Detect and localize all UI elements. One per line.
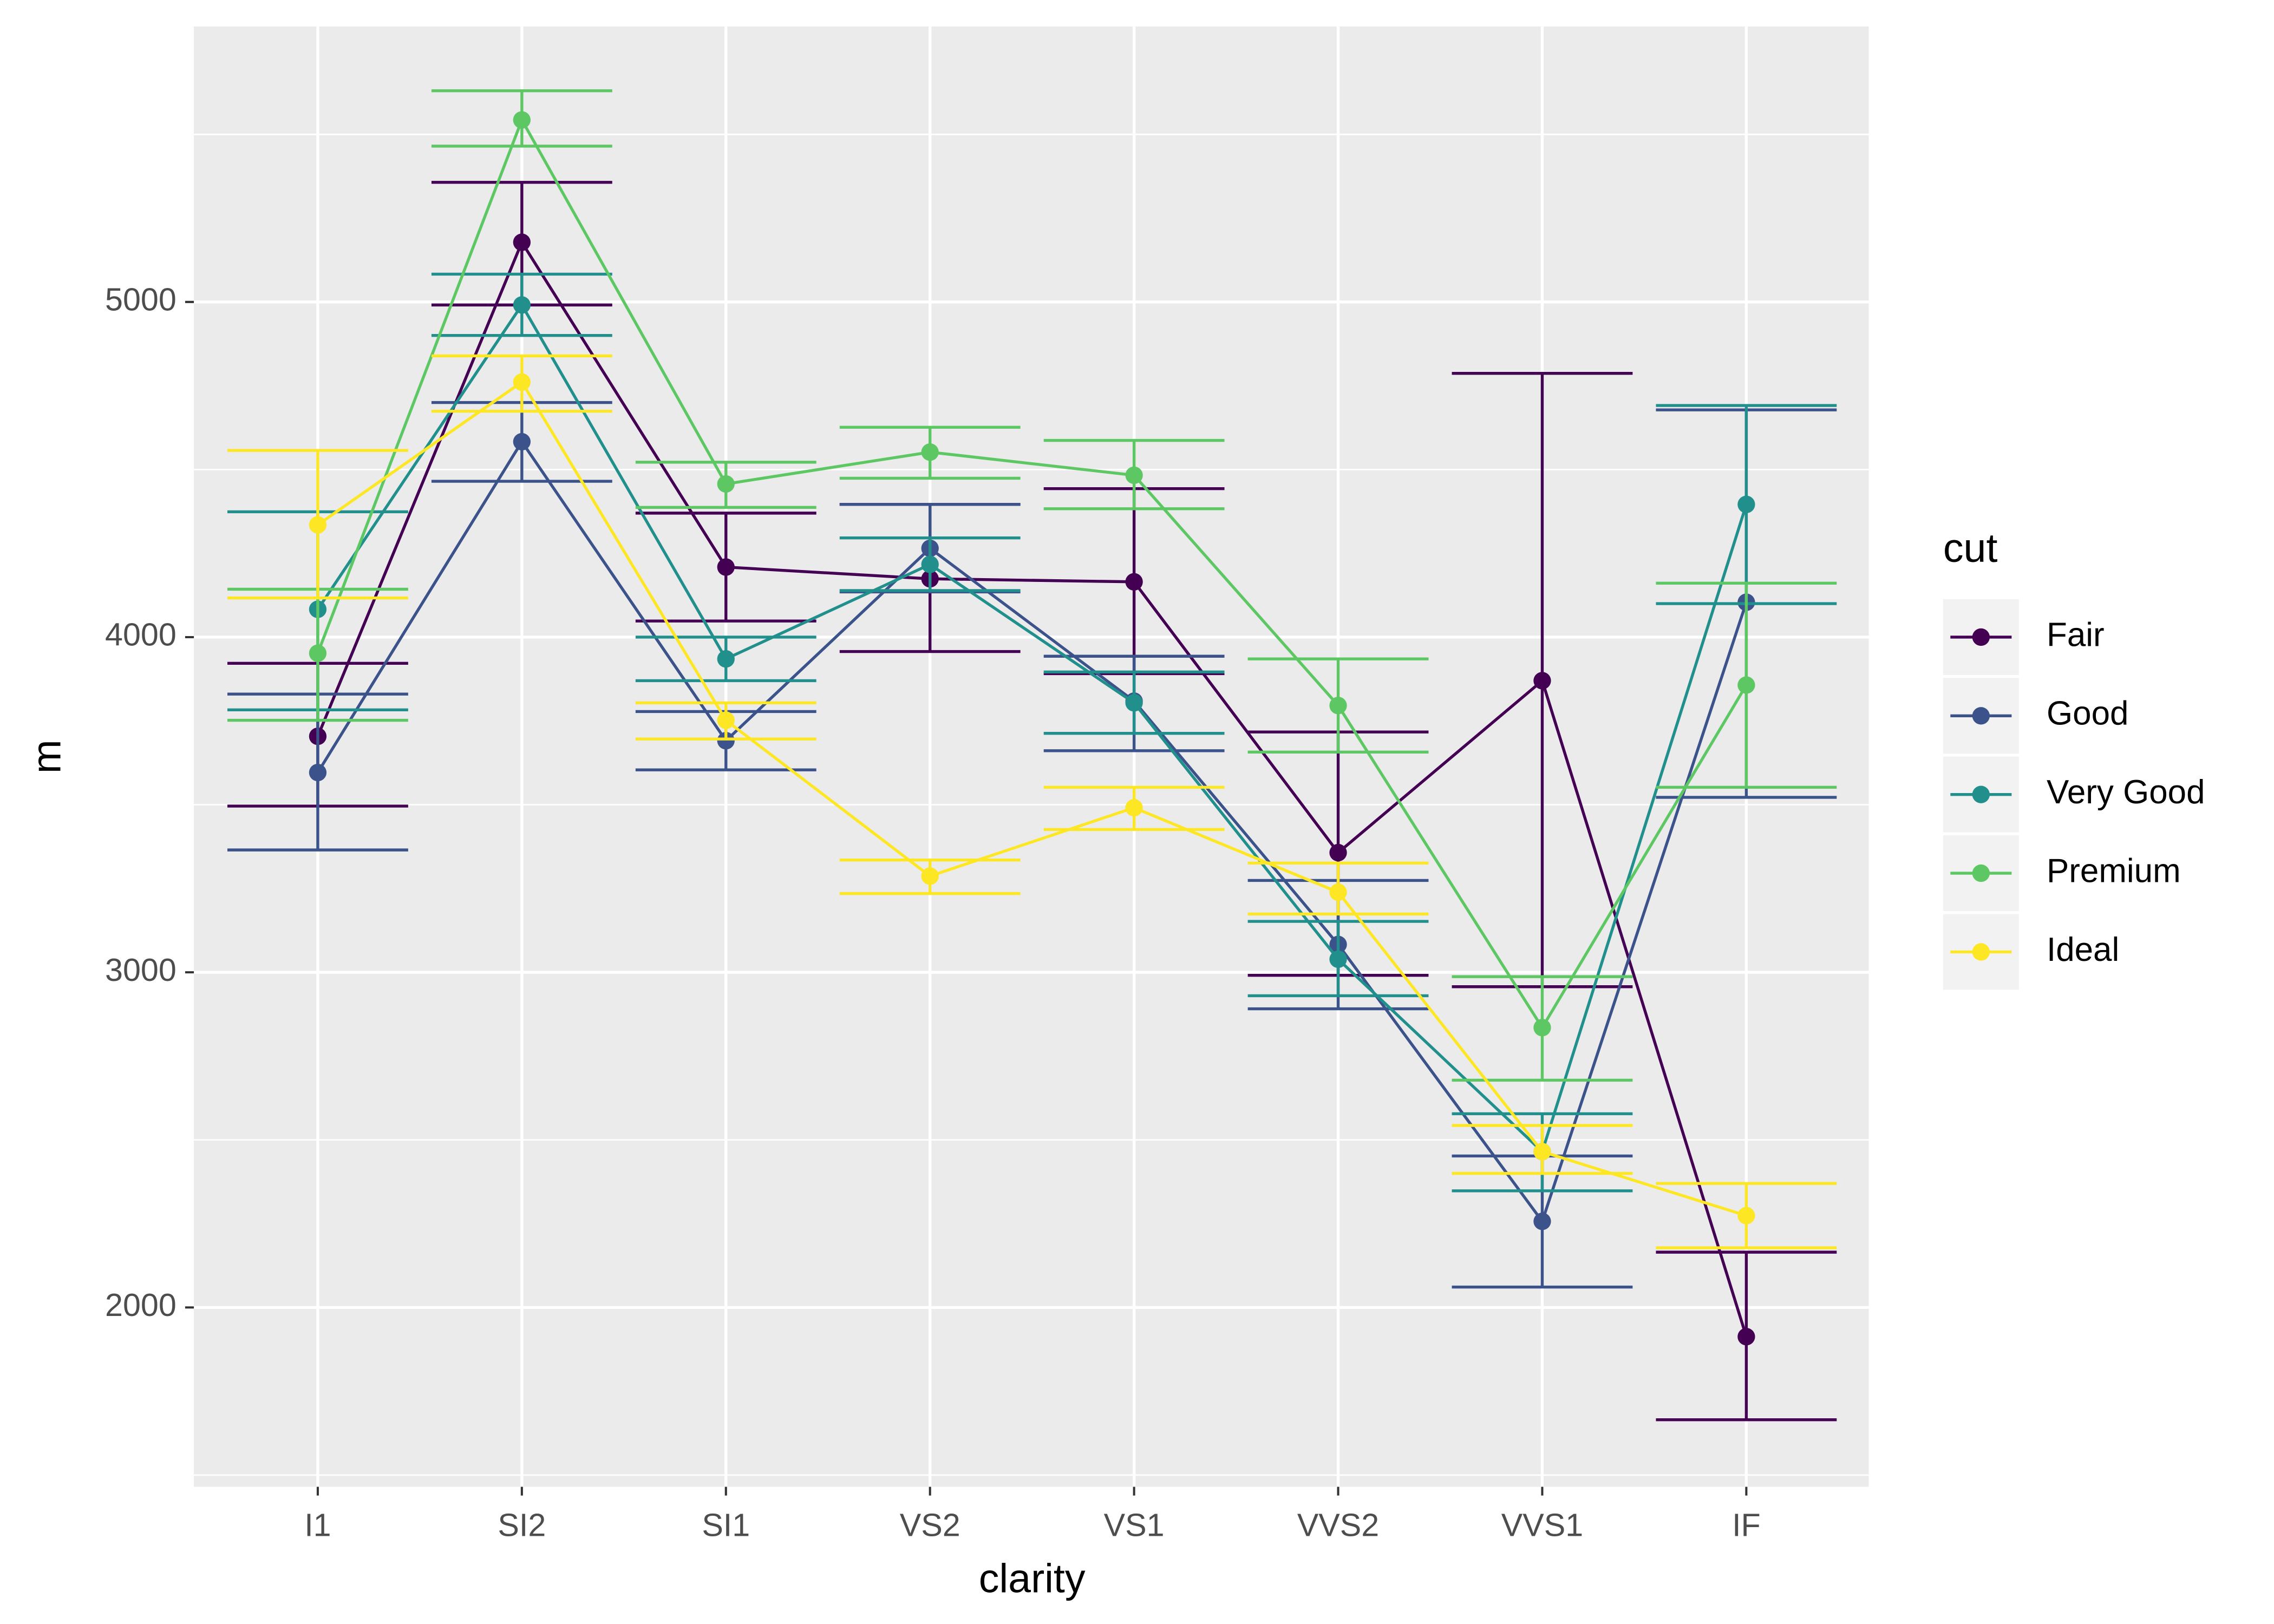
point bbox=[1125, 798, 1143, 817]
point bbox=[309, 763, 327, 782]
legend-key-point bbox=[1972, 707, 1990, 725]
point bbox=[513, 433, 531, 451]
point bbox=[921, 867, 939, 885]
x-tick-label: I1 bbox=[304, 1507, 331, 1543]
y-tick-label: 5000 bbox=[105, 281, 177, 317]
point bbox=[1125, 694, 1143, 712]
legend-label: Good bbox=[2047, 695, 2128, 732]
x-tick-label: SI1 bbox=[702, 1507, 750, 1543]
point bbox=[717, 711, 735, 729]
point bbox=[1329, 697, 1347, 715]
legend-label: Ideal bbox=[2047, 931, 2119, 968]
line bbox=[316, 302, 1748, 1155]
legend-title: cut bbox=[1943, 525, 1998, 571]
x-tick-label: VVS2 bbox=[1297, 1507, 1379, 1543]
legend-label: Fair bbox=[2047, 616, 2105, 653]
point bbox=[513, 233, 531, 251]
point bbox=[513, 111, 531, 129]
point bbox=[1737, 495, 1755, 513]
line bbox=[316, 439, 1748, 1224]
point bbox=[1329, 883, 1347, 901]
point bbox=[717, 558, 735, 576]
point bbox=[1125, 573, 1143, 591]
point bbox=[717, 475, 735, 493]
y-axis-title: m bbox=[23, 739, 69, 774]
line bbox=[316, 116, 1748, 1031]
point bbox=[1329, 843, 1347, 862]
point bbox=[921, 555, 939, 573]
legend-key-point bbox=[1972, 943, 1990, 961]
legend-key-point bbox=[1972, 785, 1990, 803]
y-tick-label: 3000 bbox=[105, 952, 177, 988]
x-tick-label: IF bbox=[1732, 1507, 1761, 1543]
point bbox=[921, 443, 939, 461]
point bbox=[1533, 1213, 1551, 1230]
point bbox=[1737, 1207, 1755, 1224]
legend-label: Premium bbox=[2047, 852, 2181, 889]
point bbox=[1533, 1019, 1551, 1037]
y-tick-label: 4000 bbox=[105, 617, 177, 653]
legend-label: Very Good bbox=[2047, 774, 2205, 811]
point bbox=[1737, 676, 1755, 694]
line bbox=[317, 379, 1747, 1217]
point bbox=[309, 644, 327, 662]
x-tick-label: SI2 bbox=[498, 1507, 546, 1543]
x-tick-label: VVS1 bbox=[1501, 1507, 1583, 1543]
point bbox=[717, 650, 735, 668]
legend-key-point bbox=[1972, 628, 1990, 646]
point bbox=[1125, 466, 1143, 484]
x-axis-title: clarity bbox=[979, 1555, 1086, 1601]
x-tick-label: VS2 bbox=[900, 1507, 960, 1543]
point bbox=[309, 516, 327, 534]
point bbox=[513, 373, 531, 391]
line bbox=[316, 239, 1748, 1337]
point bbox=[1329, 950, 1347, 968]
x-tick-label: VS1 bbox=[1104, 1507, 1165, 1543]
point bbox=[1533, 672, 1551, 690]
point bbox=[1533, 1143, 1551, 1161]
legend-key-point bbox=[1972, 864, 1990, 882]
point bbox=[513, 296, 531, 314]
y-tick-label: 2000 bbox=[105, 1287, 177, 1323]
point bbox=[1737, 1327, 1755, 1346]
panel bbox=[194, 26, 1869, 1487]
point bbox=[717, 732, 735, 750]
